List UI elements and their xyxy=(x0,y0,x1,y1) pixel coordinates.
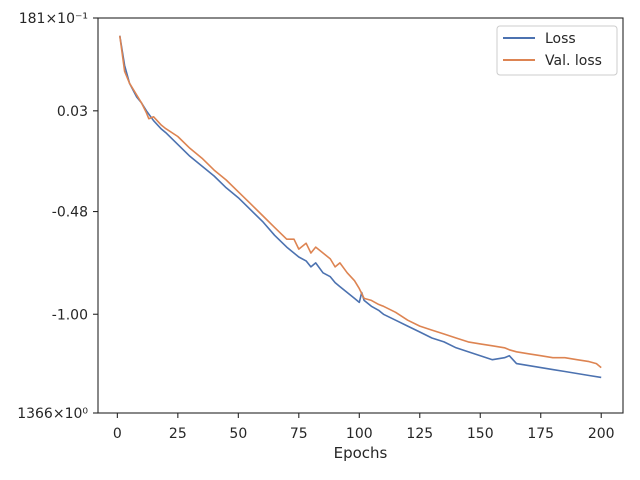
y-axis-ticks: 181×10⁻¹ 0.03 -0.48 -1.00 1366×10⁰ xyxy=(17,11,98,422)
x-axis-ticks: 0 25 50 75 100 125 150 175 200 xyxy=(113,413,615,442)
plot-area xyxy=(97,17,624,414)
legend-label-loss: Loss xyxy=(545,31,576,47)
x-tick-label: 175 xyxy=(527,426,554,442)
y-tick-label: 1366×10⁰ xyxy=(17,406,88,422)
x-axis-label: Epochs xyxy=(334,444,388,462)
x-tick-label: 150 xyxy=(467,426,494,442)
x-tick-label: 75 xyxy=(290,426,308,442)
y-tick-label: 181×10⁻¹ xyxy=(19,11,88,27)
series-line-val-loss xyxy=(119,35,602,369)
x-tick-label: 0 xyxy=(113,426,122,442)
legend-label-val-loss: Val. loss xyxy=(545,53,602,69)
x-tick-label: 125 xyxy=(406,426,433,442)
x-tick-label: 50 xyxy=(229,426,247,442)
y-tick-label: -0.48 xyxy=(52,205,88,221)
y-tick-label: 0.03 xyxy=(57,104,88,120)
series-line-loss xyxy=(119,35,602,379)
y-tick-label: -1.00 xyxy=(52,307,88,323)
x-tick-label: 25 xyxy=(169,426,187,442)
series-lines xyxy=(119,35,602,379)
legend: Loss Val. loss xyxy=(496,25,618,76)
x-tick-label: 100 xyxy=(346,426,373,442)
x-tick-label: 200 xyxy=(588,426,615,442)
